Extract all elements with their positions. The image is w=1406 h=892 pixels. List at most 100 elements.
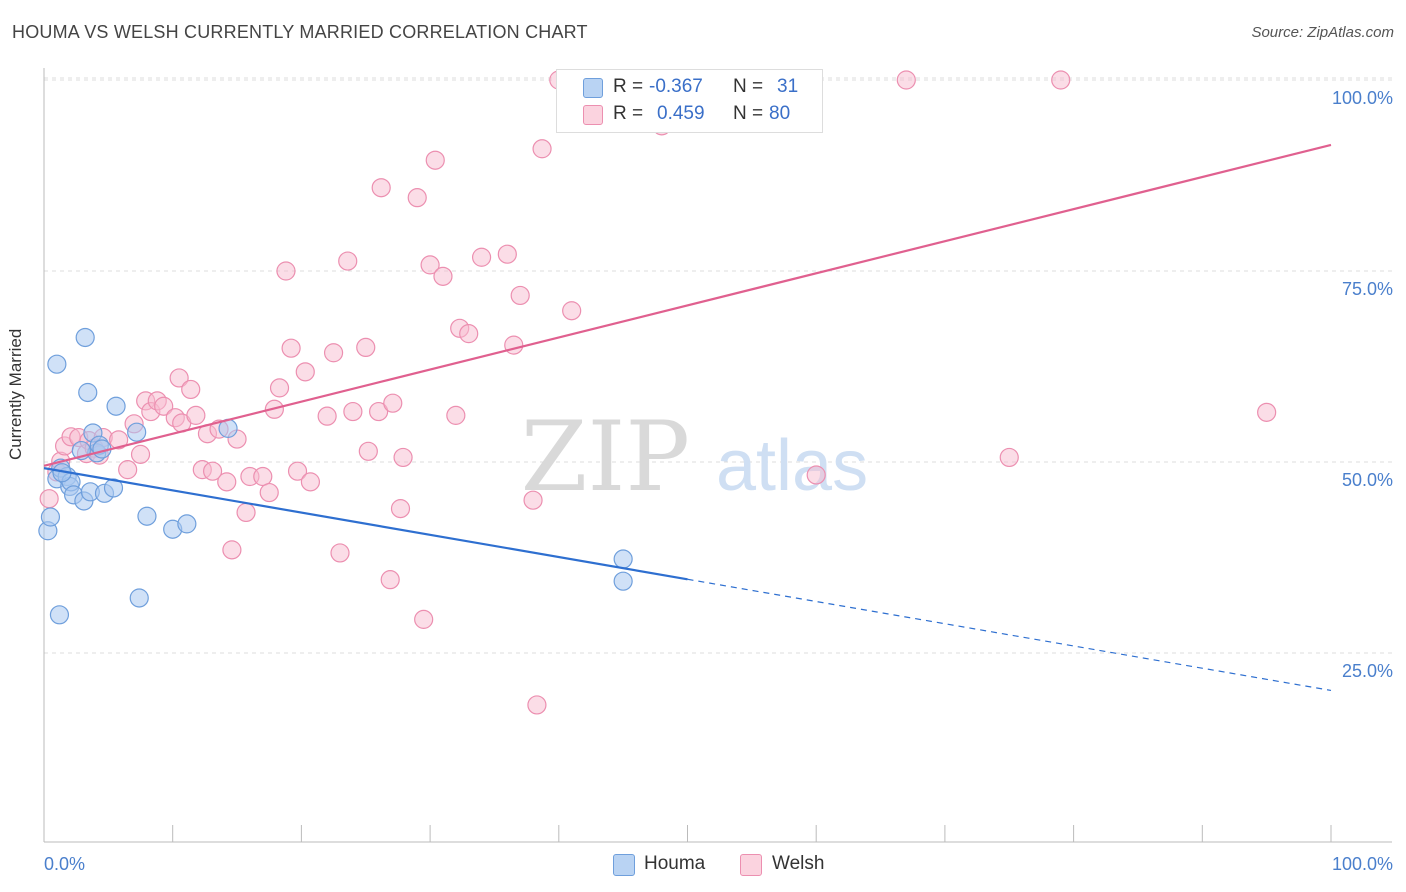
welsh-point xyxy=(253,466,273,487)
houma-point xyxy=(106,396,126,416)
welsh-point xyxy=(323,343,344,363)
welsh-point xyxy=(343,401,363,422)
houma-trend-extension xyxy=(687,578,1332,692)
houma-point xyxy=(177,514,197,534)
tick-labels: 25.0% 50.0% 75.0% 100.0% 0.0% 100.0% xyxy=(44,88,1393,874)
y-tick-label: 75.0% xyxy=(1342,279,1393,299)
n-label: N = xyxy=(733,76,764,97)
houma-legend-label: Houma xyxy=(644,853,706,874)
houma-point xyxy=(137,506,157,526)
welsh-point xyxy=(459,324,479,344)
welsh-point xyxy=(380,570,400,590)
welsh-point xyxy=(202,461,223,481)
welsh-point xyxy=(300,472,321,492)
welsh-point xyxy=(358,441,378,461)
y-axis-label: Currently Married xyxy=(6,328,25,460)
welsh-point xyxy=(510,285,530,306)
r-value: -0.367 xyxy=(649,76,703,97)
welsh-point xyxy=(433,266,453,286)
trend-lines xyxy=(43,143,1332,692)
welsh-point xyxy=(562,301,582,321)
n-value: 31 xyxy=(777,76,799,97)
houma-trend-line xyxy=(43,467,688,581)
welsh-point xyxy=(39,489,59,509)
welsh-swatch xyxy=(583,105,603,125)
r-label: R = xyxy=(613,76,644,97)
welsh-point xyxy=(109,430,129,450)
houma-swatch xyxy=(583,78,603,98)
welsh-point xyxy=(1051,70,1071,90)
r-label: R = xyxy=(613,103,644,124)
welsh-point xyxy=(383,393,403,413)
welsh-point xyxy=(118,460,138,480)
houma-point xyxy=(129,588,149,608)
welsh-point xyxy=(471,247,492,267)
watermark-atlas: atlas xyxy=(716,426,868,506)
welsh-point xyxy=(446,405,466,425)
grid-lines xyxy=(44,77,1392,654)
welsh-point xyxy=(504,335,524,355)
welsh-point xyxy=(181,379,201,400)
welsh-legend-swatch xyxy=(740,854,762,876)
welsh-point xyxy=(222,540,242,560)
welsh-point xyxy=(369,401,389,422)
welsh-trend-line xyxy=(43,143,1332,467)
welsh-point xyxy=(532,139,552,159)
welsh-point xyxy=(186,405,206,425)
welsh-point xyxy=(371,178,391,198)
houma-point xyxy=(78,382,98,403)
chart-title: HOUMA VS WELSH CURRENTLY MARRIED CORRELA… xyxy=(12,22,588,42)
houma-point xyxy=(47,354,67,374)
welsh-point xyxy=(420,255,440,275)
source-label: Source: ZipAtlas.com xyxy=(1251,24,1394,41)
welsh-point xyxy=(276,261,296,281)
x-tick-label-max: 100.0% xyxy=(1332,854,1393,874)
welsh-point xyxy=(330,543,350,563)
axes xyxy=(43,68,1392,843)
welsh-point xyxy=(269,378,290,398)
welsh-point xyxy=(295,362,315,382)
r-value: 0.459 xyxy=(657,103,705,124)
houma-legend-swatch xyxy=(613,854,635,876)
welsh-legend-label: Welsh xyxy=(772,853,825,874)
welsh-point xyxy=(414,609,434,629)
houma-point xyxy=(103,478,124,498)
welsh-point xyxy=(523,490,543,510)
welsh-point xyxy=(154,396,174,416)
welsh-point xyxy=(317,406,337,426)
watermark-zip: ZIP xyxy=(521,401,690,513)
welsh-point xyxy=(281,338,301,358)
houma-point xyxy=(40,507,61,527)
houma-point xyxy=(49,605,70,625)
welsh-point xyxy=(390,499,411,519)
x-tick-label-min: 0.0% xyxy=(44,854,85,874)
welsh-point xyxy=(407,188,427,208)
welsh-point xyxy=(217,472,237,492)
welsh-point xyxy=(356,337,376,357)
welsh-point xyxy=(896,70,916,90)
welsh-point xyxy=(393,447,413,468)
welsh-point xyxy=(236,502,256,523)
stats-legend: R = -0.367 N = 31 R = 0.459 N = 80 xyxy=(556,69,823,133)
welsh-point xyxy=(527,695,547,715)
welsh-point xyxy=(999,447,1019,468)
n-value: 80 xyxy=(769,103,791,124)
houma-point xyxy=(613,571,633,591)
welsh-point xyxy=(338,251,358,271)
welsh-points xyxy=(39,70,1277,715)
welsh-point xyxy=(497,244,517,264)
y-tick-label: 25.0% xyxy=(1342,661,1393,681)
series-legend: Houma Welsh xyxy=(0,852,1406,878)
welsh-point xyxy=(130,444,151,464)
houma-point xyxy=(127,422,147,442)
n-label: N = xyxy=(733,103,764,124)
houma-point xyxy=(613,549,633,569)
houma-point xyxy=(75,327,95,348)
welsh-point xyxy=(806,465,826,485)
stats-row-welsh: R = 0.459 N = 80 xyxy=(557,101,822,129)
stats-row-houma: R = -0.367 N = 31 xyxy=(557,74,822,102)
welsh-point xyxy=(287,461,308,481)
welsh-point xyxy=(169,368,189,388)
y-tick-label: 100.0% xyxy=(1332,88,1393,108)
welsh-point xyxy=(259,482,279,503)
